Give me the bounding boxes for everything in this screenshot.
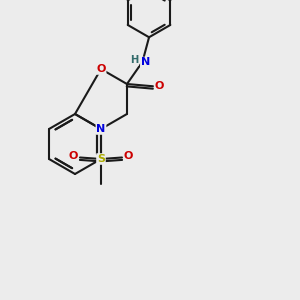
Text: O: O	[69, 151, 78, 161]
Text: N: N	[141, 58, 150, 68]
Text: O: O	[96, 64, 106, 74]
Text: S: S	[97, 154, 105, 164]
Text: O: O	[154, 81, 164, 91]
Text: O: O	[124, 151, 133, 161]
Text: N: N	[96, 124, 106, 134]
Text: H: H	[130, 55, 138, 65]
